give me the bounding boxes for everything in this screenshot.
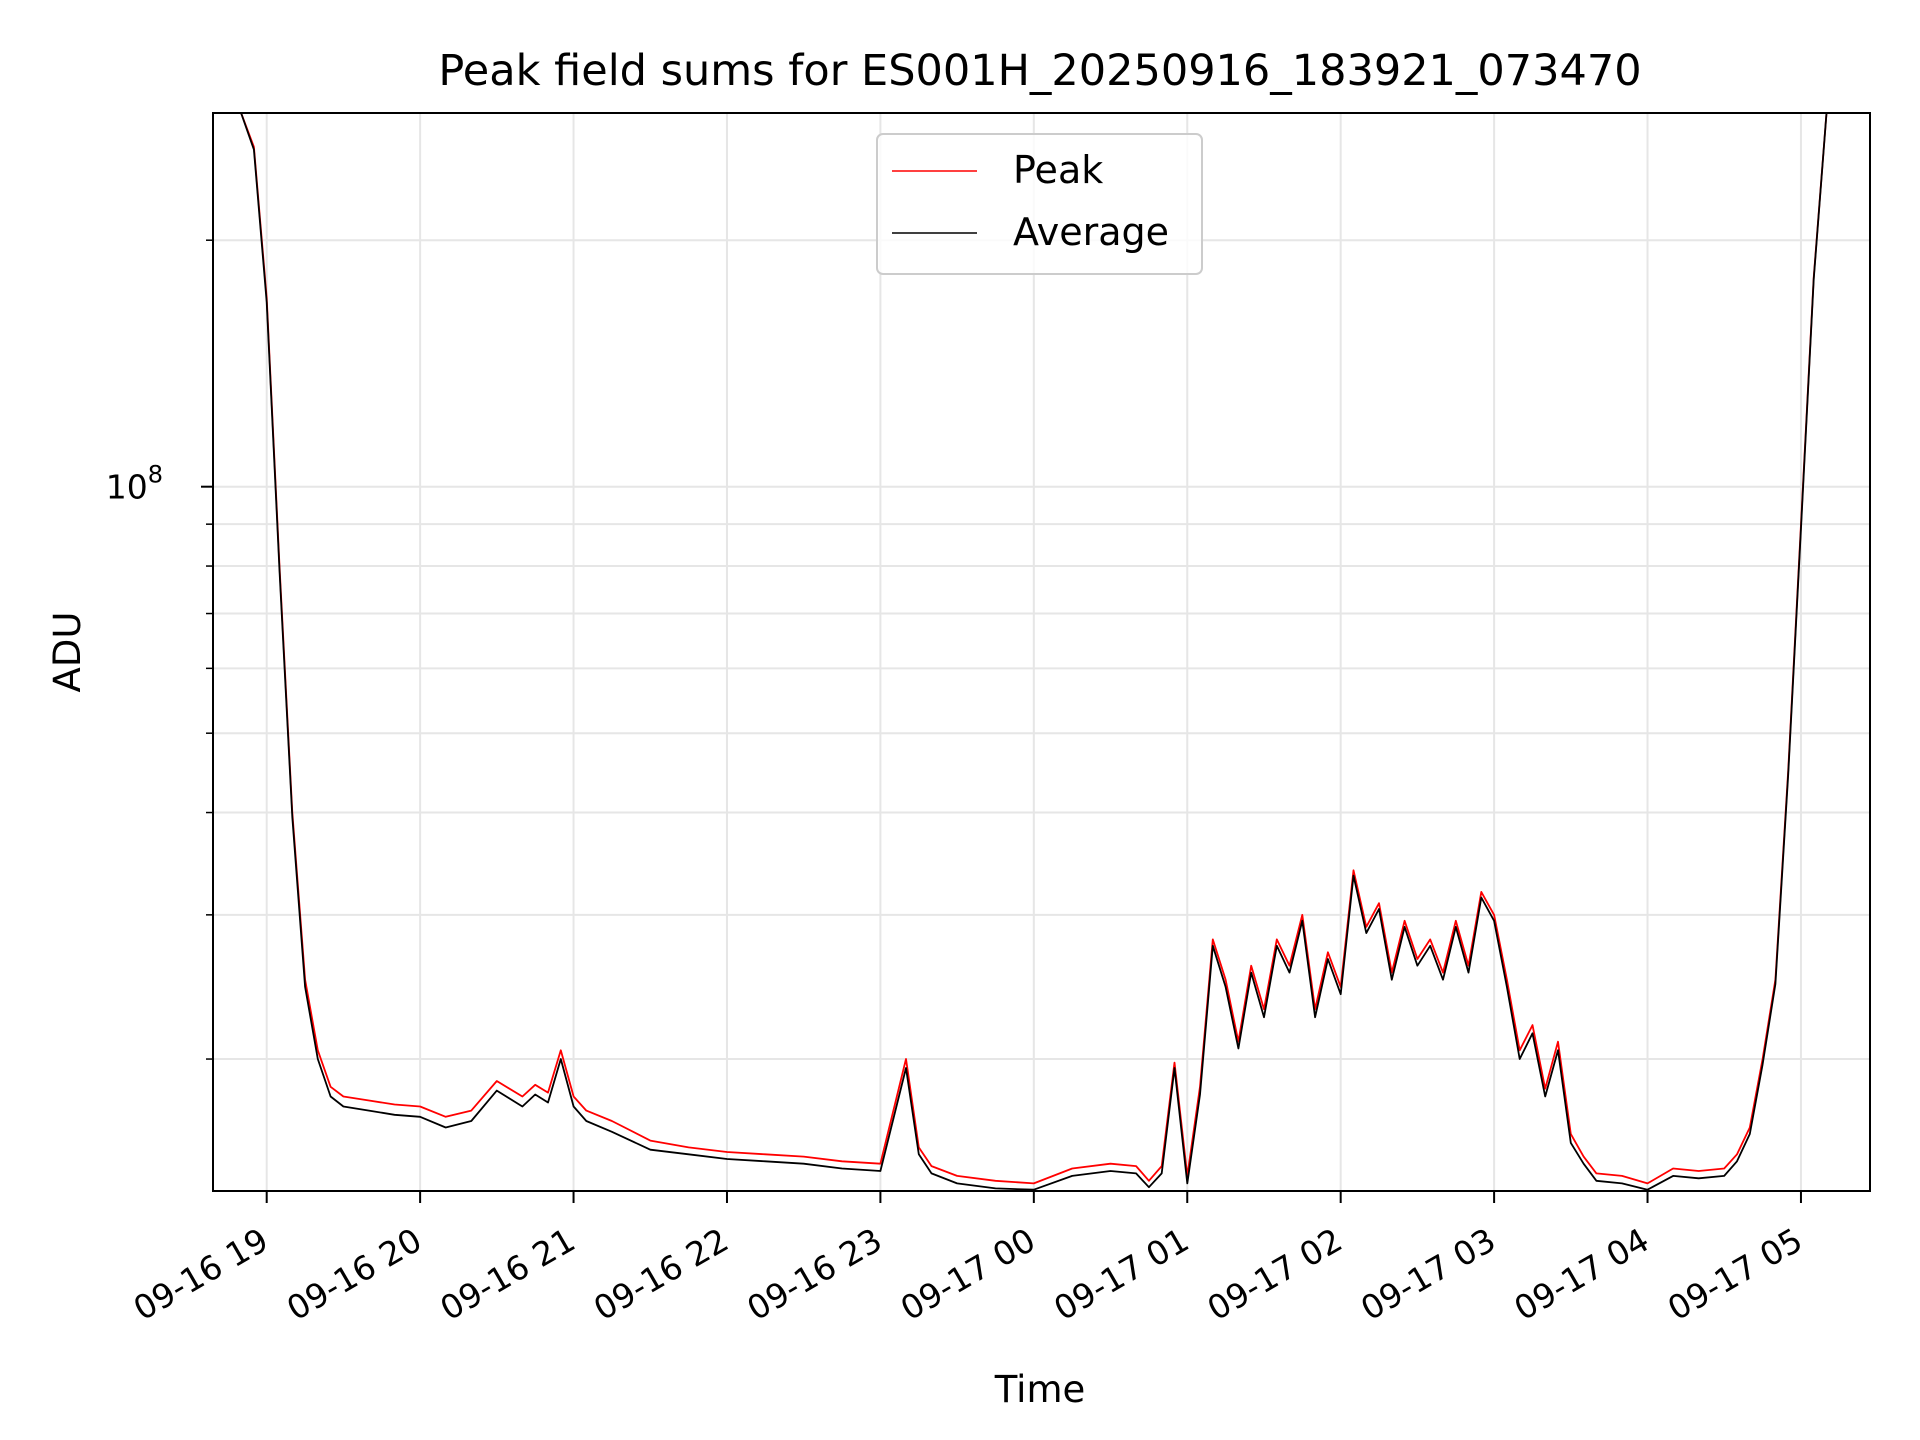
series-line-peak: [213, 112, 1870, 1185]
grid: [213, 113, 1870, 1191]
legend-label-peak: Peak: [1013, 148, 1103, 192]
y-axis-label: ADU: [46, 612, 89, 693]
series-line-average: [213, 112, 1870, 1191]
y-tick-label: 108: [106, 461, 163, 507]
legend-label-average: Average: [1013, 210, 1169, 254]
plot-area-frame: [212, 112, 1871, 1192]
series-layer: [213, 112, 1870, 1191]
legend-box: [876, 133, 1203, 275]
legend: Peak Average: [876, 133, 1203, 275]
x-axis-label: Time: [994, 1368, 1086, 1411]
y-axis: 108: [106, 239, 213, 1060]
chart-title: Peak field sums for ES001H_20250916_1839…: [438, 46, 1641, 96]
